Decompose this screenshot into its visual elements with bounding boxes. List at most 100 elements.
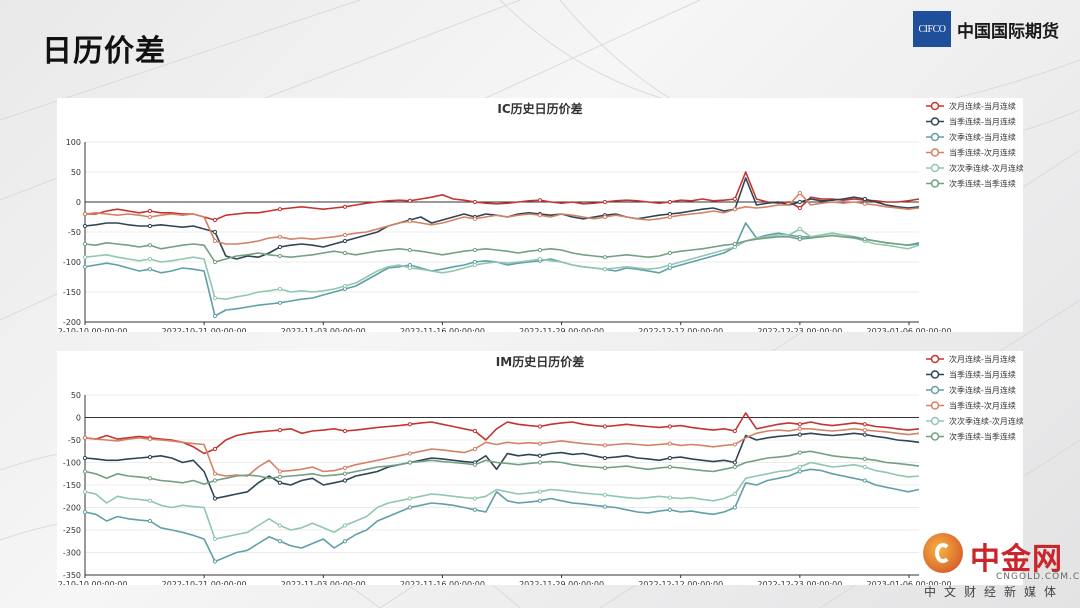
- data-point: [212, 478, 218, 483]
- legend-marker: [930, 101, 940, 111]
- data-point: [537, 198, 543, 203]
- data-point: [537, 460, 543, 465]
- data-point: [407, 422, 413, 427]
- data-point: [797, 469, 802, 474]
- x-tick-label: 2023-01-06 00:00:00: [867, 327, 952, 332]
- data-point: [862, 432, 867, 437]
- data-point: [602, 214, 607, 220]
- legend-marker: [930, 179, 940, 188]
- data-point: [147, 267, 153, 272]
- y-tick-label: 50: [71, 168, 81, 177]
- x-tick-label: 2022-12-12 00:00:00: [638, 327, 723, 332]
- data-point: [667, 199, 672, 205]
- data-point: [407, 505, 413, 510]
- data-point: [147, 518, 153, 524]
- series-line-3: [84, 222, 920, 317]
- data-point: [277, 469, 283, 474]
- data-point: [667, 250, 672, 256]
- legend-item-label: 次季连续-当季连续: [949, 432, 1016, 442]
- data-point: [797, 205, 802, 211]
- data-point: [732, 241, 737, 247]
- data-point: [342, 478, 348, 483]
- data-point: [277, 523, 283, 528]
- x-tick-label: 2022-10-10 00:00:00: [57, 327, 127, 332]
- data-point: [147, 243, 153, 248]
- data-point: [472, 446, 478, 452]
- data-point: [407, 460, 413, 465]
- data-point: [472, 216, 478, 221]
- legend-item-label: 次季连续-当月连续: [949, 385, 1016, 395]
- logo-mark: CIFCO: [913, 11, 951, 47]
- data-point: [537, 453, 543, 458]
- data-point: [82, 455, 88, 461]
- data-point: [472, 247, 478, 253]
- legend-marker: [930, 117, 940, 126]
- data-point: [342, 428, 348, 434]
- data-point: [147, 256, 153, 262]
- series-line-3: [84, 468, 920, 563]
- data-point: [407, 247, 413, 253]
- data-point: [212, 559, 218, 564]
- data-point: [797, 226, 802, 232]
- series-line-1: [84, 412, 920, 455]
- data-point: [667, 262, 672, 268]
- data-point: [82, 469, 88, 474]
- y-tick-label: 50: [71, 391, 81, 400]
- data-point: [667, 214, 672, 220]
- cngold-watermark: 中金网 CNGOLD.COM.CN 中文财经新媒体: [918, 531, 1080, 605]
- data-point: [277, 253, 283, 259]
- data-point: [277, 207, 283, 212]
- ic-calendar-spread-chart: IC历史日历价差 100 50 0 -50 -100 -150 -2002022-10-10 …: [57, 101, 1023, 332]
- data-point: [212, 238, 218, 244]
- series-line-5: [84, 461, 920, 540]
- data-point: [277, 428, 283, 433]
- data-point: [212, 217, 218, 223]
- data-point: [862, 478, 867, 483]
- series-line-4: [84, 192, 920, 245]
- data-point: [862, 201, 867, 206]
- data-point: [602, 255, 607, 260]
- data-point: [472, 428, 478, 434]
- data-point: [342, 283, 348, 289]
- data-point: [797, 426, 802, 431]
- data-point: [797, 199, 802, 205]
- y-tick-label: -350: [63, 571, 81, 580]
- data-point: [82, 264, 88, 269]
- legend-item-label: 当季连续-次月连续: [949, 401, 1016, 411]
- x-tick-label: 2022-11-29 00:00:00: [519, 327, 604, 332]
- data-point: [212, 471, 218, 476]
- y-tick-label: 0: [76, 414, 81, 423]
- data-point: [797, 237, 802, 242]
- x-tick-label: 2022-11-16 00:00:00: [400, 580, 485, 585]
- x-tick-label: 2023-01-06 00:00:00: [867, 580, 952, 585]
- y-tick-label: -200: [63, 318, 81, 327]
- y-tick-label: -50: [68, 436, 81, 445]
- data-point: [602, 465, 607, 471]
- x-tick-label: 2022-10-10 00:00:00: [57, 580, 127, 585]
- legend-item-label: 次月连续-当月连续: [949, 354, 1016, 364]
- data-point: [277, 300, 283, 305]
- data-point: [797, 464, 802, 470]
- data-point: [342, 523, 348, 528]
- data-point: [862, 428, 867, 433]
- data-point: [342, 539, 348, 544]
- data-point: [602, 267, 607, 272]
- legend-item-label: 次季连续-当季连续: [949, 179, 1016, 189]
- data-point: [732, 460, 737, 465]
- data-point: [862, 422, 867, 427]
- watermark-url: CNGOLD.COM.CN: [996, 572, 1080, 582]
- legend-item-label: 当季连续-当月连续: [949, 117, 1016, 127]
- data-point: [342, 238, 348, 244]
- data-point: [82, 489, 88, 494]
- y-tick-label: 100: [66, 138, 81, 147]
- y-tick-label: -200: [63, 504, 81, 513]
- data-point: [407, 219, 413, 224]
- data-point: [277, 539, 283, 544]
- ic-chart-panel: IC历史日历价差 100 50 0 -50 -100 -150 -2002022-10-10 …: [57, 98, 1023, 332]
- data-point: [82, 509, 88, 515]
- data-point: [797, 450, 802, 455]
- legend-marker: [930, 401, 940, 410]
- data-point: [407, 198, 413, 203]
- data-point: [407, 265, 413, 271]
- legend-marker: [930, 370, 940, 379]
